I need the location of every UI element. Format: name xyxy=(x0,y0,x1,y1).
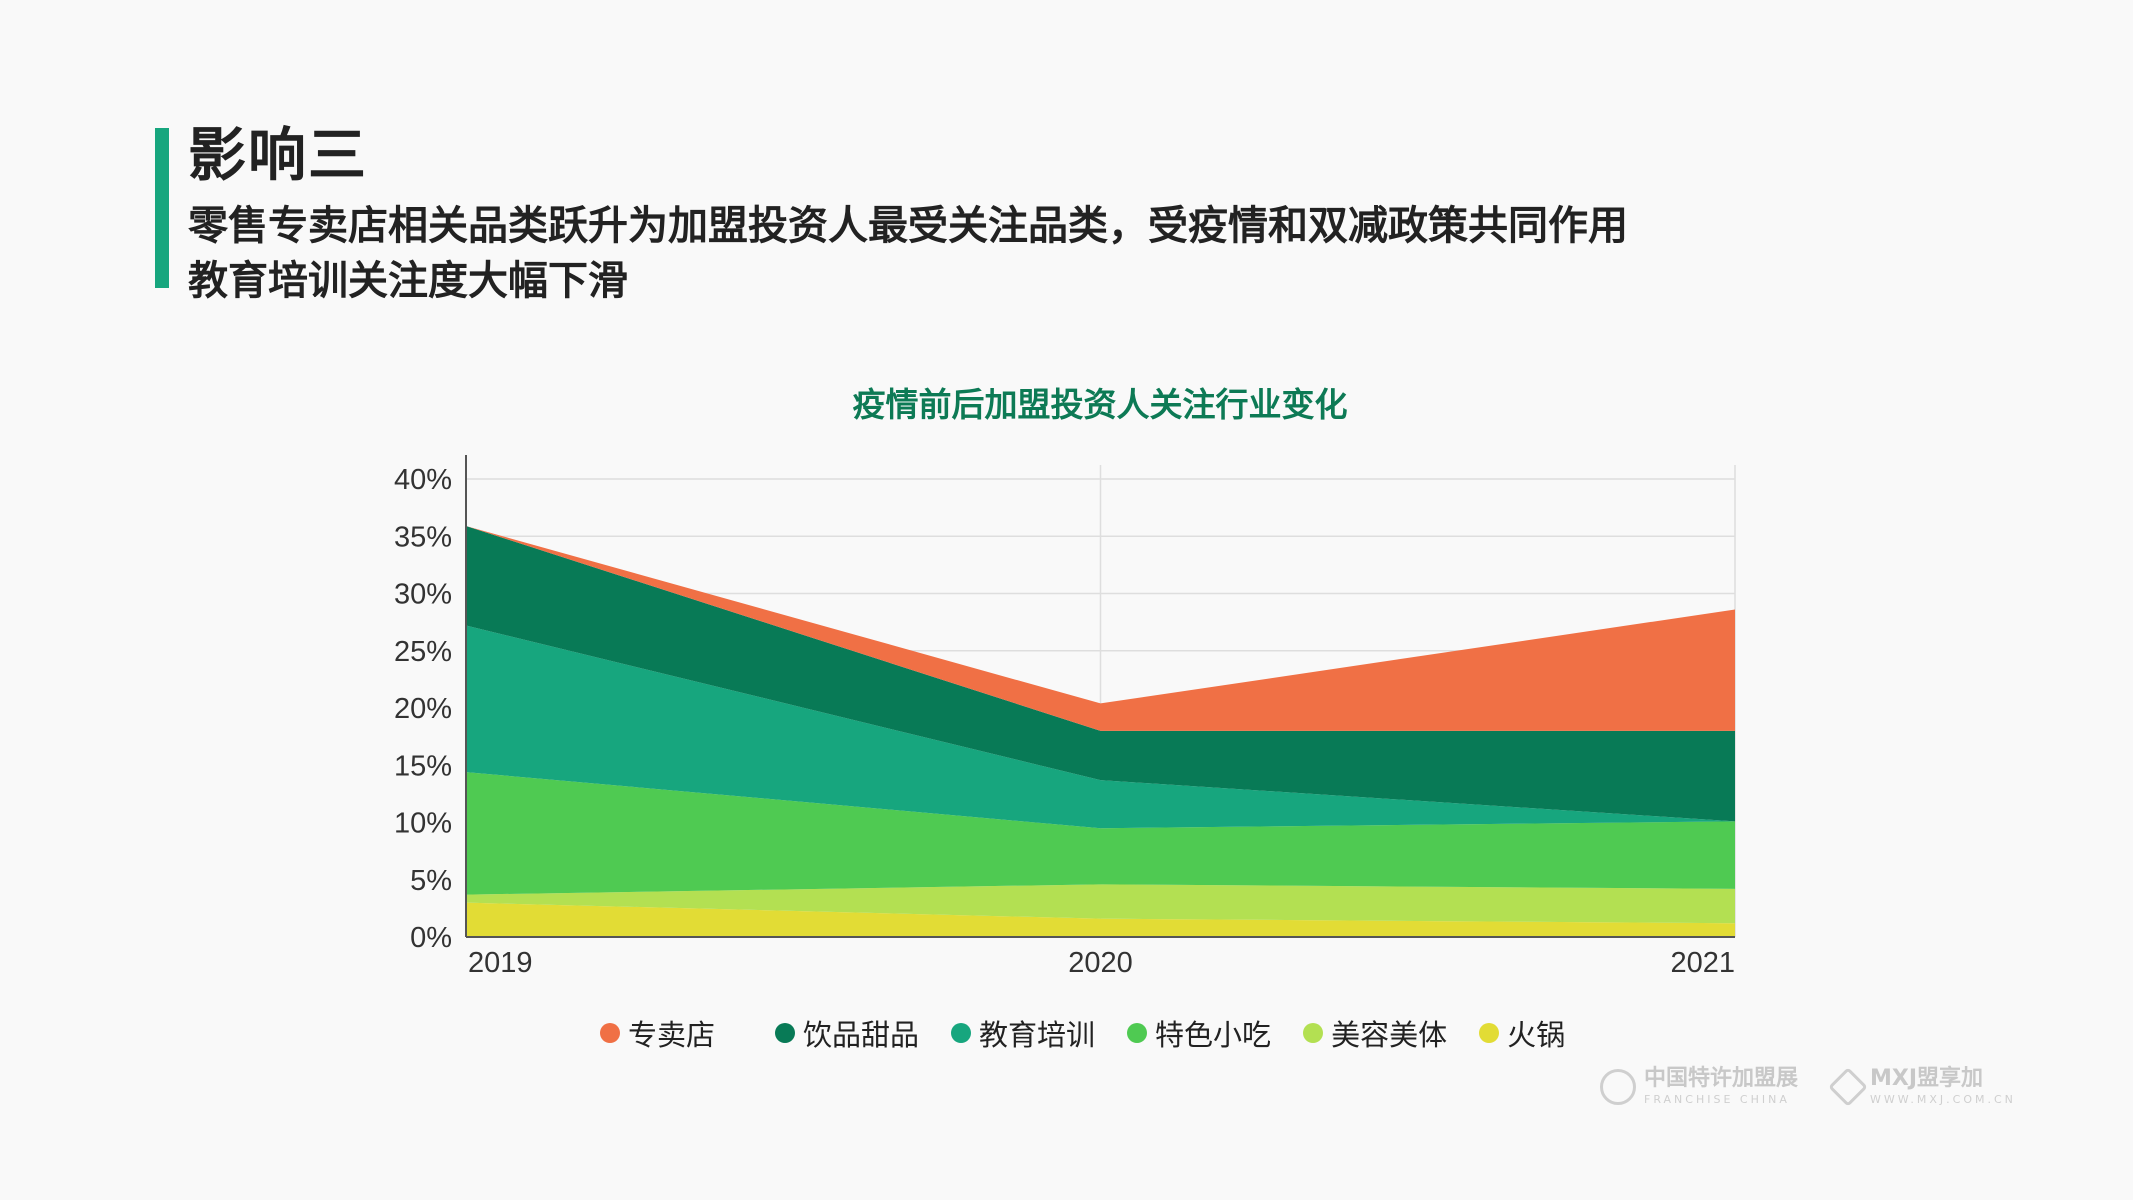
area-layer xyxy=(466,525,1735,937)
legend-label: 教育培训 xyxy=(979,1018,1096,1052)
area-series-教育培训 xyxy=(466,625,1735,829)
area-series-特色小吃 xyxy=(466,772,1735,895)
area-series-美容美体 xyxy=(466,884,1735,924)
legend-item: 教育培训 xyxy=(951,1012,1095,1054)
legend-swatch xyxy=(1479,1023,1500,1043)
legend-label: 专卖店 xyxy=(628,1018,716,1052)
x-tick-label: 2019 xyxy=(468,947,533,979)
y-tick-label: 40% xyxy=(394,464,452,496)
legend-swatch xyxy=(951,1023,972,1043)
legend-label: 火锅 xyxy=(1507,1018,1566,1052)
legend-item: 美容美体 xyxy=(1303,1012,1447,1054)
franchise-china-logo: 中国特许加盟展 FRANCHISE CHINA xyxy=(1600,1068,1798,1105)
axis-layer: 0% 5% 10% 15% 20% 25% 30% 35% 40% 2019 2020 2021 xyxy=(394,455,1735,979)
area-series-专卖店 xyxy=(466,525,1735,731)
legend-label: 特色小吃 xyxy=(1155,1018,1272,1052)
subtitle-line-2: 教育培训关注度大幅下滑 xyxy=(188,258,628,304)
mxj-logo-icon xyxy=(1828,1066,1868,1107)
y-tick-label: 30% xyxy=(394,579,452,611)
accent-bar xyxy=(155,128,169,288)
legend-item: 火锅 xyxy=(1479,1012,1565,1054)
x-tick-label: 2020 xyxy=(1068,947,1133,979)
chart-legend: 专卖店 饮品甜品 教育培训 特色小吃 美容美体 火锅 xyxy=(600,1012,1565,1054)
legend-item: 特色小吃 xyxy=(1127,1012,1271,1054)
y-tick-label: 15% xyxy=(394,750,452,782)
y-tick-label: 0% xyxy=(410,922,452,954)
mxj-logo: MXJ盟享加 WWW.MXJ.COM.CN xyxy=(1828,1066,2016,1107)
legend-label: 饮品甜品 xyxy=(803,1018,920,1052)
legend-swatch xyxy=(1303,1023,1324,1043)
legend-item: 饮品甜品 xyxy=(775,1012,919,1054)
subtitle-line-1: 零售专卖店相关品类跃升为加盟投资人最受关注品类，受疫情和双减政策共同作用 xyxy=(188,203,1628,249)
area-series-火锅 xyxy=(466,902,1735,937)
y-tick-label: 25% xyxy=(394,636,452,668)
chart-title: 疫情前后加盟投资人关注行业变化 xyxy=(852,385,1348,424)
legend-label: 美容美体 xyxy=(1331,1018,1448,1052)
legend-swatch xyxy=(1127,1023,1148,1043)
y-tick-label: 35% xyxy=(394,521,452,553)
y-tick-label: 20% xyxy=(394,693,452,725)
logo1-cn: 中国特许加盟展 xyxy=(1644,1066,1799,1091)
legend-swatch xyxy=(600,1023,620,1043)
logo2-en: WWW.MXJ.COM.CN xyxy=(1870,1093,2016,1106)
footer-logos: 中国特许加盟展 FRANCHISE CHINA MXJ盟享加 WWW.MXJ.C… xyxy=(1600,1066,2016,1107)
x-tick-label: 2021 xyxy=(1670,947,1735,979)
page-heading: 影响三 xyxy=(188,121,369,189)
legend-swatch xyxy=(775,1023,796,1043)
y-tick-label: 5% xyxy=(410,865,452,897)
franchise-china-logo-icon xyxy=(1600,1068,1636,1105)
logo2-cn: MXJ盟享加 xyxy=(1870,1066,1984,1091)
legend-item: 专卖店 xyxy=(600,1012,715,1054)
logo1-en: FRANCHISE CHINA xyxy=(1644,1093,1790,1106)
y-tick-label: 10% xyxy=(394,808,452,840)
area-series-饮品甜品 xyxy=(466,525,1735,822)
